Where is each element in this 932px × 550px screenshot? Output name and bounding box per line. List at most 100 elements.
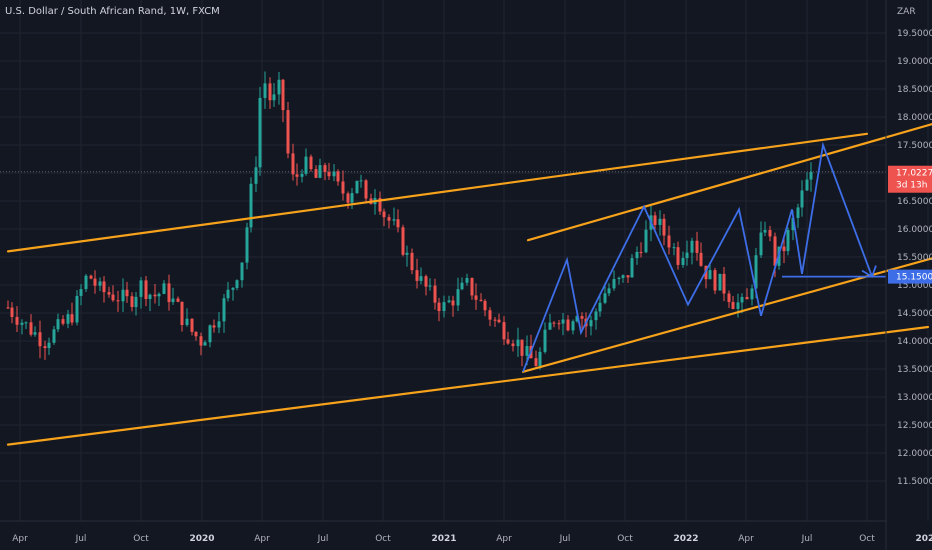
candle-body bbox=[594, 311, 598, 321]
candle-body bbox=[341, 181, 345, 194]
candle-body bbox=[176, 298, 180, 302]
candle-body bbox=[286, 110, 290, 154]
candle-body bbox=[240, 262, 244, 281]
price-tick-label: 12.00000 bbox=[897, 449, 932, 459]
candle-body bbox=[217, 321, 221, 328]
target-arrowhead bbox=[861, 265, 877, 278]
candle-body bbox=[626, 275, 630, 278]
candle-body bbox=[208, 325, 212, 343]
candle-body bbox=[603, 293, 607, 303]
candle-body bbox=[782, 246, 786, 252]
candle-body bbox=[493, 319, 497, 321]
candle-body bbox=[538, 351, 542, 366]
candle-body bbox=[561, 319, 565, 324]
candle-body bbox=[291, 153, 295, 175]
candle-body bbox=[575, 316, 579, 322]
candle-body bbox=[190, 318, 194, 332]
candle-body bbox=[534, 358, 538, 366]
candle-body bbox=[346, 193, 350, 203]
candle-body bbox=[199, 336, 203, 346]
candle-body bbox=[639, 251, 643, 253]
candle-body bbox=[621, 275, 625, 278]
price-tick-label: 16.00000 bbox=[897, 225, 932, 235]
candle-body bbox=[456, 289, 460, 306]
candle-body bbox=[231, 287, 235, 290]
candle-body bbox=[226, 289, 230, 299]
price-tick-label: 18.00000 bbox=[897, 113, 932, 123]
candle-body bbox=[157, 293, 161, 297]
price-axis[interactable]: 11.50000 12.00000 12.50000 13.00000 13.50000… bbox=[897, 29, 932, 487]
candle-body bbox=[102, 281, 106, 293]
candle-body bbox=[359, 180, 363, 182]
candle-body bbox=[713, 270, 717, 291]
candle-body bbox=[511, 343, 515, 347]
candle-body bbox=[185, 318, 189, 325]
time-tick-label: Oct bbox=[859, 534, 875, 544]
candle-body bbox=[355, 180, 359, 194]
candle-body bbox=[98, 281, 102, 286]
candle-body bbox=[516, 339, 520, 347]
price-tick-label: 11.50000 bbox=[897, 477, 932, 487]
candle-body bbox=[410, 252, 414, 271]
candle-body bbox=[653, 215, 657, 225]
time-axis[interactable]: Apr Jul Oct 2020 Apr Jul Oct 2021 Apr Jul Oct 2022 A… bbox=[12, 534, 932, 544]
candle-body bbox=[153, 294, 157, 297]
candle-body bbox=[474, 295, 478, 300]
candle-body bbox=[437, 302, 441, 312]
price-tick-label: 19.00000 bbox=[897, 57, 932, 67]
candle-body bbox=[167, 283, 171, 303]
time-tick-label: 2020 bbox=[189, 534, 214, 544]
candle-body bbox=[571, 321, 575, 331]
current-price-label: 17.02270 bbox=[896, 169, 932, 179]
candle-body bbox=[29, 322, 33, 335]
time-tick-label: Oct bbox=[375, 534, 391, 544]
candle-body bbox=[268, 83, 272, 101]
price-tick-label: 12.50000 bbox=[897, 421, 932, 431]
candlestick-series bbox=[6, 71, 813, 370]
current-price-badge bbox=[888, 165, 932, 193]
candle-body bbox=[70, 314, 74, 323]
candle-body bbox=[162, 283, 166, 294]
candle-body bbox=[304, 156, 308, 174]
time-tick-label: Jul bbox=[559, 534, 571, 544]
candle-body bbox=[382, 211, 386, 218]
candle-body bbox=[580, 316, 584, 319]
currency-label: ZAR bbox=[897, 7, 916, 17]
candle-body bbox=[708, 270, 712, 280]
candle-body bbox=[520, 339, 524, 356]
candle-body bbox=[309, 156, 313, 170]
time-tick-label: Apr bbox=[12, 534, 28, 544]
candle-body bbox=[350, 193, 354, 203]
candle-body bbox=[222, 298, 226, 322]
candle-body bbox=[447, 300, 451, 303]
time-tick-label: Apr bbox=[254, 534, 270, 544]
candle-body bbox=[272, 94, 276, 101]
price-tick-label: 13.50000 bbox=[897, 365, 932, 375]
time-tick-label: Oct bbox=[617, 534, 633, 544]
candle-body bbox=[116, 300, 120, 302]
candle-body bbox=[6, 307, 10, 309]
candle-body bbox=[685, 252, 689, 259]
candle-body bbox=[47, 342, 51, 349]
target-price-label: 15.15000 bbox=[896, 273, 932, 283]
pattern-drawing[interactable] bbox=[522, 141, 886, 373]
candle-body bbox=[525, 346, 529, 356]
price-tick-label: 15.50000 bbox=[897, 253, 932, 263]
candle-body bbox=[483, 300, 487, 311]
candle-body bbox=[718, 273, 722, 291]
candle-body bbox=[428, 285, 432, 287]
lower-channel-trendline bbox=[6, 325, 930, 446]
candle-body bbox=[690, 240, 694, 253]
candle-body bbox=[470, 278, 474, 296]
time-tick-label: Jul bbox=[317, 534, 329, 544]
candle-body bbox=[61, 319, 65, 324]
candle-body bbox=[667, 235, 671, 248]
candle-body bbox=[332, 171, 336, 177]
candle-body bbox=[800, 190, 804, 208]
trendlines[interactable] bbox=[6, 120, 932, 446]
grid-lines bbox=[0, 0, 929, 521]
candle-body bbox=[66, 314, 70, 324]
candle-body bbox=[75, 295, 79, 323]
time-tick-label: Oct bbox=[133, 534, 149, 544]
